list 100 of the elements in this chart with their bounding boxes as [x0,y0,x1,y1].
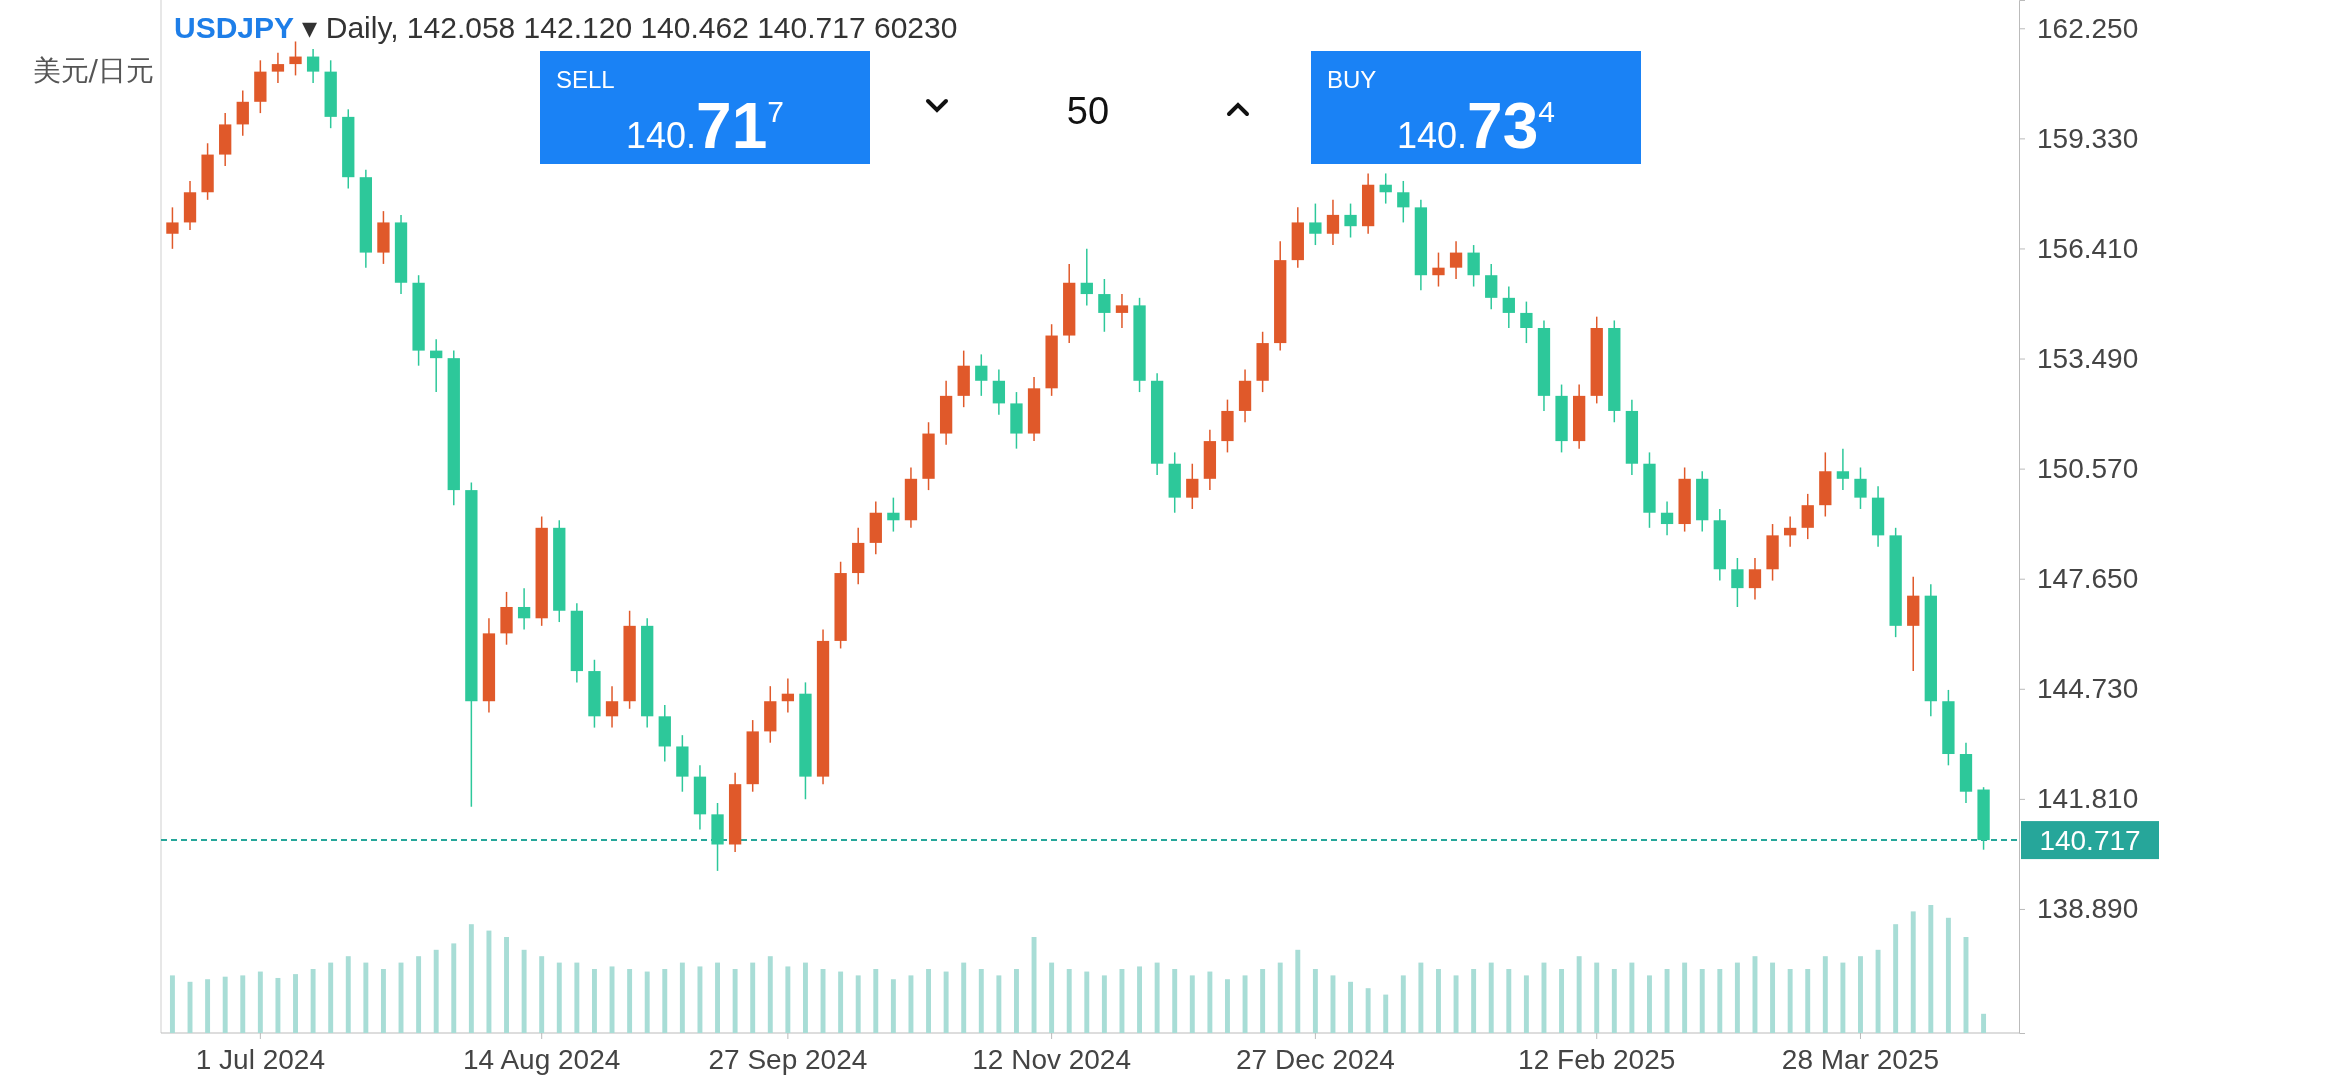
bar [1172,969,1178,1033]
bar [644,971,650,1033]
bar [1348,981,1354,1033]
bar [310,969,316,1033]
bar [1066,969,1072,1033]
candlestick [1485,263,1498,310]
candlestick [992,368,1006,416]
bar [1453,975,1459,1033]
bar [504,937,509,1033]
candlestick [1748,557,1762,601]
bar [627,969,633,1033]
candlestick [1186,462,1199,510]
bar [1945,917,1951,1033]
bar [1805,969,1811,1033]
bar [767,956,773,1033]
bar [468,924,474,1033]
candlestick [1520,300,1533,344]
candlestick [1326,199,1340,246]
bar [1875,949,1881,1033]
bar [890,979,896,1033]
y-tick-label: 144.730 [2037,673,2139,705]
bar [838,971,844,1033]
bar [1400,975,1406,1033]
bar [240,975,246,1033]
bar [1928,905,1934,1033]
x-tick-label: 27 Sep 2024 [708,1043,868,1075]
bar [1611,969,1617,1033]
bar [679,962,685,1033]
bar [1471,969,1477,1033]
bar [257,971,263,1033]
bar [521,949,527,1033]
bar [222,976,228,1033]
bar [1225,979,1230,1033]
bar [1295,949,1301,1033]
text: 美元/日元 [32,54,154,87]
bar [205,979,211,1033]
candlestick [1432,251,1445,288]
candlestick [306,48,320,84]
bar [1277,962,1283,1033]
bar [1594,962,1600,1033]
bar [1260,969,1266,1033]
bar [433,949,439,1033]
bar [873,969,879,1033]
bar [802,962,808,1033]
x-tick-label: 1 Jul 2024 [195,1043,325,1075]
y-tick-label: 141.810 [2037,783,2139,815]
bar [169,975,175,1033]
candlestick [1502,285,1515,329]
bar [908,975,914,1033]
bar [380,969,386,1033]
bar [1893,924,1899,1033]
bar [1383,994,1389,1033]
bar [1137,966,1142,1033]
bar [926,969,931,1033]
bar [943,971,949,1033]
bar [591,969,597,1033]
bar [556,962,562,1033]
candlestick [236,89,249,137]
candlestick [1344,202,1357,239]
candlestick [1098,278,1111,333]
bar [1910,911,1916,1033]
candlestick [781,677,795,714]
bar [1576,956,1582,1033]
candlestick [1309,202,1322,246]
candlestick [430,338,443,393]
candlestick [1115,293,1129,329]
candlestick [605,685,619,729]
bar [293,974,298,1033]
chart-title: USDJPY ▾ Daily, 142.058 142.120 140.462 140.717 60230 [174,11,958,44]
bar [1189,975,1195,1033]
bar [363,962,369,1033]
bar [1506,969,1512,1033]
bar [1699,969,1705,1033]
y-tick-label: 150.570 [2037,453,2139,485]
bar [1119,969,1125,1033]
bar [1207,971,1213,1033]
bar [996,975,1002,1033]
bar [1084,971,1090,1033]
annotation: BUY [1327,66,1377,93]
bar [328,962,334,1033]
x-tick-label: 27 Dec 2024 [1235,1043,1395,1075]
bar [1787,969,1793,1033]
bar [1629,962,1635,1033]
y-tick-label: 162.250 [2037,12,2139,44]
bar [1365,988,1371,1033]
bar [961,962,967,1033]
bar [750,962,756,1033]
candlestick [1783,515,1797,548]
bar [662,969,668,1033]
bar [697,966,703,1033]
y-tick-label: 159.330 [2037,122,2139,154]
bar [1559,969,1565,1033]
candlestick [1854,466,1867,510]
bar [1734,962,1740,1033]
candlestick [1836,447,1850,491]
bar [275,977,281,1033]
bar [486,930,492,1033]
candlestick [1467,244,1480,288]
y-tick-label: 156.410 [2037,232,2139,264]
bar [416,956,422,1033]
